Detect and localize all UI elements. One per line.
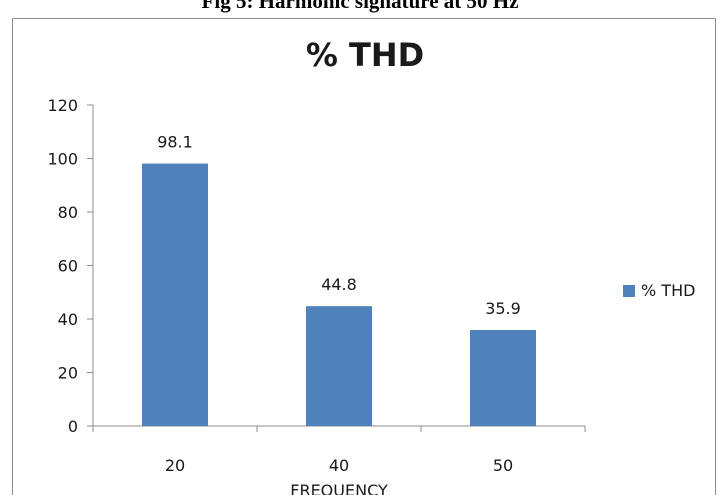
x-tick-label-40: 40 (329, 456, 349, 475)
x-axis-title: FREQUENCY (290, 481, 388, 495)
legend-label-thd: % THD (641, 281, 695, 300)
bar-40 (306, 306, 372, 426)
y-tick-label: 40 (58, 310, 78, 329)
bars-group (142, 163, 536, 426)
data-label-40: 44.8 (321, 275, 357, 294)
x-tick-label-50: 50 (493, 456, 513, 475)
legend: % THD (623, 281, 695, 300)
y-tick-label: 20 (58, 364, 78, 383)
chart-title: % THD (306, 36, 424, 74)
y-tick-label: 60 (58, 257, 78, 276)
bar-50 (470, 329, 536, 426)
y-axis-ticks: 0 20 40 60 80 100 120 (47, 96, 93, 436)
y-tick-label: 120 (47, 96, 78, 115)
legend-swatch-thd (623, 285, 635, 297)
x-tick-label-20: 20 (165, 456, 185, 475)
data-label-50: 35.9 (485, 299, 521, 318)
y-tick-label: 0 (68, 417, 78, 436)
data-label-20: 98.1 (157, 133, 193, 152)
figure-caption: Fig 5: Harmonic signature at 50 Hz (201, 0, 519, 13)
y-tick-label: 100 (47, 150, 78, 169)
x-axis-ticks: 20 40 50 (92, 426, 586, 475)
data-labels-group: 98.1 44.8 35.9 (157, 133, 521, 318)
bar-20 (142, 163, 208, 426)
y-tick-label: 80 (58, 203, 78, 222)
